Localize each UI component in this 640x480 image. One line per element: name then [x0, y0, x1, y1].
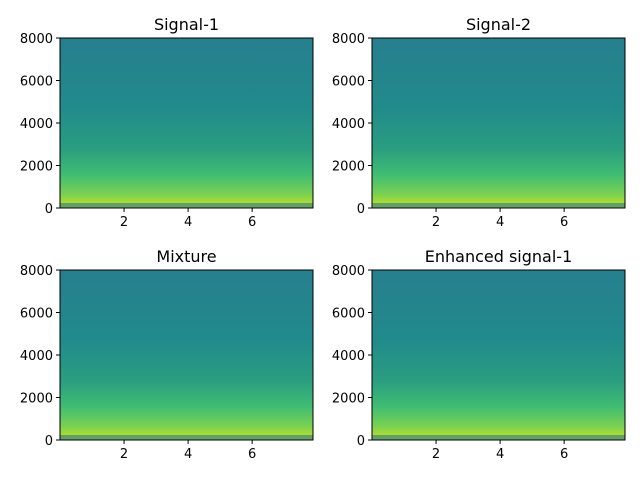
x-tick-label: 6 — [248, 447, 256, 462]
x-tick-label: 6 — [248, 215, 256, 230]
y-tick-label: 8000 — [20, 32, 53, 47]
x-tick-label: 4 — [184, 447, 192, 462]
y-tick-label: 2000 — [332, 392, 365, 407]
x-tick-label: 2 — [120, 215, 128, 230]
x-tick-label: 6 — [560, 215, 568, 230]
x-tick-label: 2 — [432, 215, 440, 230]
spectrogram-image — [60, 38, 313, 208]
spectrogram-image — [372, 270, 625, 440]
panel: Enhanced signal-1 2 4 6 0 2000 4000 6000 8000 — [332, 247, 626, 462]
spectrogram-image — [60, 270, 313, 440]
y-tick-label: 0 — [357, 434, 365, 449]
x-tick-label: 4 — [496, 215, 504, 230]
y-tick-label: 0 — [357, 202, 365, 217]
low-band — [372, 203, 625, 208]
low-band — [60, 435, 313, 440]
title: Signal-1 — [154, 15, 219, 34]
y-tick-label: 8000 — [332, 32, 365, 47]
y-tick-label: 6000 — [20, 75, 53, 90]
y-tick-label: 0 — [45, 202, 53, 217]
x-tick-label: 4 — [184, 215, 192, 230]
y-tick-label: 6000 — [332, 307, 365, 322]
y-tick-label: 6000 — [20, 307, 53, 322]
x-tick-label: 2 — [432, 447, 440, 462]
y-tick-label: 4000 — [20, 349, 53, 364]
low-band — [60, 203, 313, 208]
y-tick-label: 0 — [45, 434, 53, 449]
y-tick-label: 4000 — [20, 117, 53, 132]
title: Enhanced signal-1 — [425, 247, 573, 266]
panel: Signal-2 2 4 6 0 2000 4000 6000 8000 — [332, 15, 626, 230]
low-band — [372, 435, 625, 440]
y-tick-label: 4000 — [332, 117, 365, 132]
x-tick-label: 2 — [120, 447, 128, 462]
y-tick-label: 2000 — [20, 392, 53, 407]
panel: Mixture 2 4 6 0 2000 4000 6000 8000 — [20, 247, 314, 462]
x-tick-label: 4 — [496, 447, 504, 462]
y-tick-label: 6000 — [332, 75, 365, 90]
title: Mixture — [156, 247, 216, 266]
y-tick-label: 4000 — [332, 349, 365, 364]
y-tick-label: 8000 — [332, 264, 365, 279]
y-tick-label: 2000 — [20, 160, 53, 175]
y-tick-label: 2000 — [332, 160, 365, 175]
panel: Signal-1 2 4 6 0 2000 4000 6000 8000 — [20, 15, 314, 230]
spectrogram-image — [372, 38, 625, 208]
x-tick-label: 6 — [560, 447, 568, 462]
y-tick-label: 8000 — [20, 264, 53, 279]
title: Signal-2 — [466, 15, 531, 34]
